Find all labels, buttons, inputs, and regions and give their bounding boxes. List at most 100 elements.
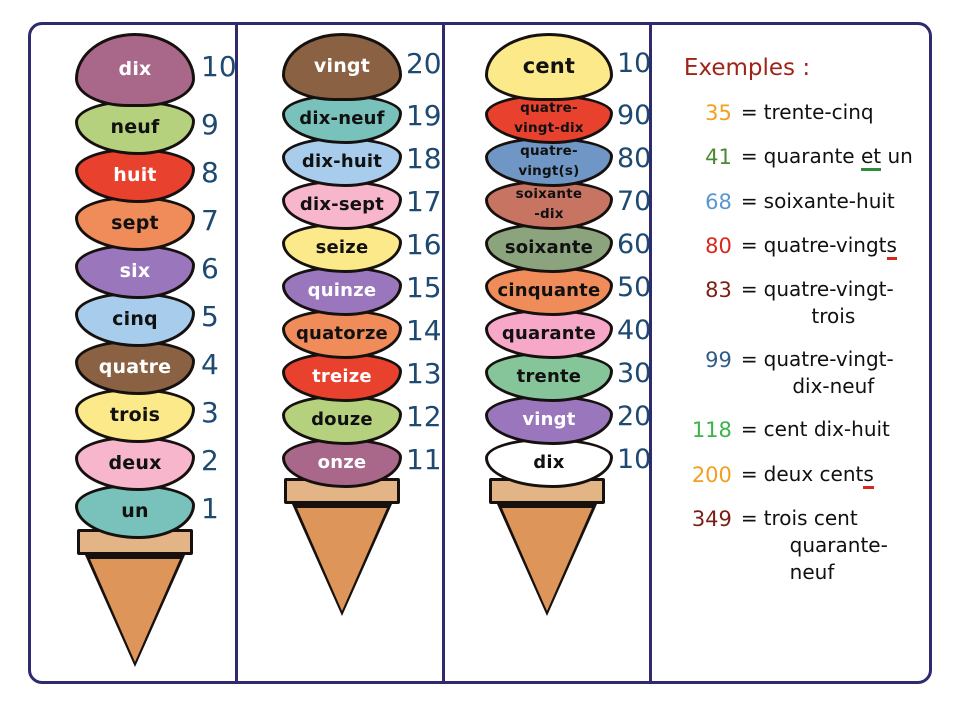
scoop-label: onze: [317, 451, 367, 473]
scoop-label: dix-sept: [299, 193, 385, 215]
number-8: 8: [201, 155, 219, 189]
scoop-label: dix-neuf: [299, 107, 385, 129]
scoop-label: quatre-vingt-dix: [514, 100, 584, 136]
number-15: 15: [405, 271, 442, 304]
scoop-40[interactable]: quarante: [484, 309, 613, 359]
scoop-4[interactable]: quatre: [75, 340, 195, 395]
scoop-10[interactable]: dix: [75, 33, 195, 107]
example-number: 35: [705, 101, 732, 125]
scoop-label: treize: [312, 365, 372, 387]
scoop-70[interactable]: soixante -dix: [484, 180, 613, 230]
example-text: quatre-vingt-trois: [764, 276, 917, 330]
ice-cream-stack-ones: dix neuf huit sept six cinq quatre trois deux un: [31, 25, 235, 681]
scoop-6[interactable]: six: [75, 244, 195, 299]
number-60: 60: [616, 229, 652, 260]
number-list-tens: 100 90 80 70 60 50 40 30 20 10: [615, 33, 652, 481]
number-16: 16: [405, 228, 442, 261]
example-equals: =: [740, 233, 758, 258]
example-row: 80 = quatre-vingts: [674, 232, 917, 261]
scoop-60[interactable]: soixante: [484, 223, 613, 273]
scoop-label: huit: [113, 163, 157, 186]
scoop-90[interactable]: quatre-vingt-dix: [484, 94, 613, 144]
example-row: 200 = deux cents: [674, 461, 917, 489]
scoop-20[interactable]: vingt: [281, 33, 402, 101]
example-equals: =: [740, 461, 758, 486]
scoop-16[interactable]: seize: [281, 223, 402, 273]
scoop-100[interactable]: cent: [484, 33, 613, 101]
numbers-poster: dix neuf huit sept six cinq quatre trois deux un …: [28, 22, 932, 684]
example-number: 41: [705, 145, 732, 170]
scoop-label: quinze: [307, 279, 377, 301]
scoop-label: seize: [315, 236, 369, 258]
number-18: 18: [405, 142, 442, 175]
scoop-20[interactable]: vingt: [484, 395, 613, 445]
scoop-label: vingt: [313, 55, 371, 78]
scoop-19[interactable]: dix-neuf: [281, 94, 402, 144]
scoop-14[interactable]: quatorze: [281, 309, 402, 359]
example-text: trente-cinq: [763, 100, 874, 124]
scoop-30[interactable]: trente: [484, 352, 613, 402]
scoop-label: un: [121, 499, 149, 522]
example-row: 118 = cent dix-huit: [674, 416, 917, 444]
number-80: 80: [616, 143, 652, 174]
scoop-17[interactable]: dix-sept: [281, 180, 402, 230]
scoop-label: vingt: [522, 408, 576, 430]
number-2: 2: [201, 443, 219, 477]
number-4: 4: [201, 347, 219, 381]
scoop-50[interactable]: cinquante: [484, 266, 613, 316]
example-equals: =: [740, 100, 758, 124]
number-1: 1: [201, 491, 219, 525]
ice-cream-stack-teens: vingt dix-neuf dix-huit dix-sept seize quinze…: [238, 25, 442, 681]
scoop-label: quatre: [98, 355, 172, 378]
scoop-label: cinq: [112, 307, 158, 330]
scoop-label: douze: [311, 408, 373, 430]
scoop-label: neuf: [110, 115, 160, 138]
scoop-list-tens: cent quatre-vingt-dix quatre-vingt(s) soixa…: [484, 33, 613, 488]
example-text: quarante et un: [764, 143, 917, 172]
scoop-2[interactable]: deux: [75, 436, 195, 491]
scoop-15[interactable]: quinze: [281, 266, 402, 316]
example-row: 41 = quarante et un: [674, 143, 917, 172]
scoop-5[interactable]: cinq: [75, 292, 195, 347]
examples-panel: Exemples : 35 = trente-cinq 41 = quarante et …: [652, 25, 929, 681]
underlined-fragment: s: [863, 461, 874, 489]
example-row: 99 = quatre-vingt-dix-neuf: [674, 346, 917, 400]
example-number: 68: [705, 189, 732, 214]
examples-title: Exemples :: [683, 55, 811, 81]
example-equals: =: [740, 188, 758, 213]
scoop-11[interactable]: onze: [281, 438, 402, 488]
scoop-label: soixante -dix: [515, 186, 583, 222]
number-90: 90: [616, 100, 652, 131]
scoop-7[interactable]: sept: [75, 196, 195, 251]
number-20: 20: [616, 401, 652, 432]
scoop-label: cent: [522, 54, 576, 79]
example-equals: =: [740, 506, 758, 531]
cone-body: [496, 504, 597, 616]
scoop-3[interactable]: trois: [75, 388, 195, 443]
scoop-9[interactable]: neuf: [75, 100, 195, 155]
scoop-8[interactable]: huit: [75, 148, 195, 203]
example-text: quatre-vingts: [764, 232, 917, 261]
scoop-label: six: [119, 259, 151, 282]
example-number: 200: [691, 462, 732, 487]
number-list-teens: 20 19 18 17 16 15 14 13 12 11: [404, 33, 442, 481]
example-equals: =: [740, 144, 758, 169]
number-40: 40: [616, 315, 652, 346]
number-3: 3: [201, 395, 219, 429]
example-equals: =: [740, 417, 758, 442]
scoop-label: dix: [118, 58, 152, 81]
scoop-label: soixante: [504, 236, 594, 258]
scoop-list-ones: dix neuf huit sept six cinq quatre trois deux un: [75, 33, 195, 539]
scoop-13[interactable]: treize: [281, 352, 402, 402]
number-7: 7: [201, 203, 219, 237]
scoop-10[interactable]: dix: [484, 438, 613, 488]
example-text: trois cent quarante-neuf: [764, 505, 917, 586]
scoop-80[interactable]: quatre-vingt(s): [484, 137, 613, 187]
number-5: 5: [201, 299, 219, 333]
scoop-18[interactable]: dix-huit: [281, 137, 402, 187]
example-text: cent dix-huit: [763, 417, 890, 442]
scoop-12[interactable]: douze: [281, 395, 402, 445]
number-9: 9: [201, 107, 219, 141]
scoop-label: dix-huit: [301, 150, 383, 172]
ice-cream-cone: [488, 478, 605, 616]
